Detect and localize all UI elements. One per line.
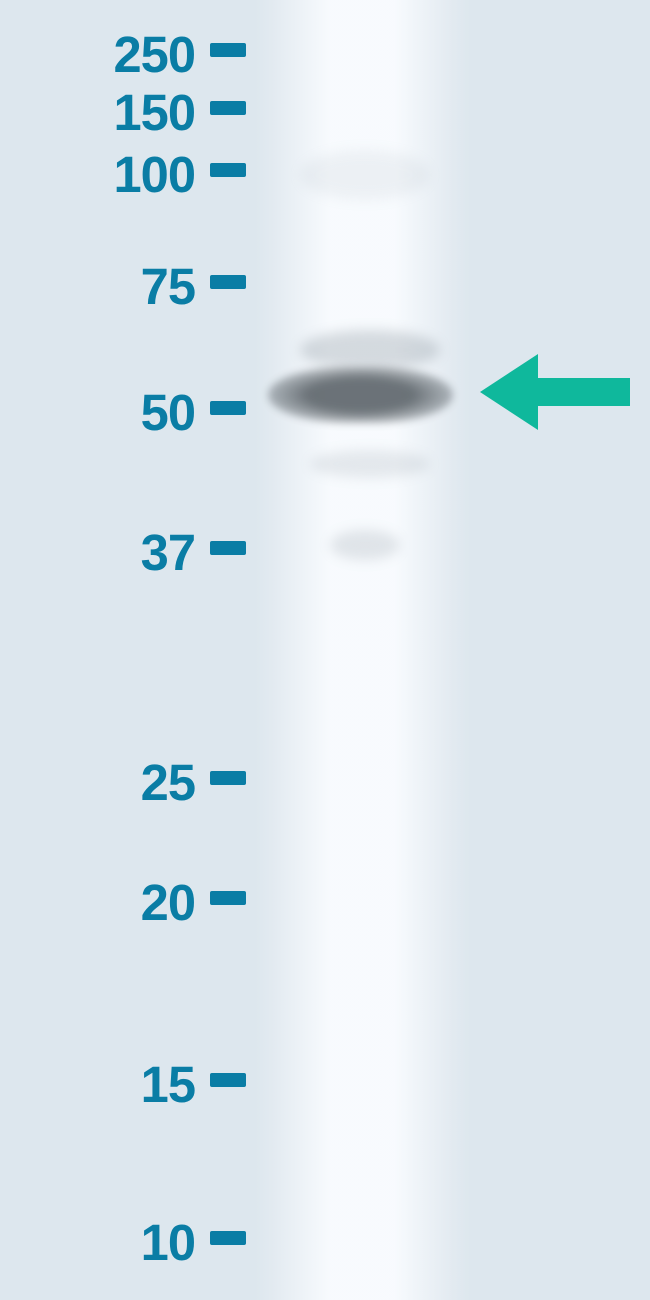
mw-marker-label: 20 [0, 873, 195, 932]
mw-marker-label: 10 [0, 1213, 195, 1272]
mw-marker-label: 150 [0, 83, 195, 142]
target-band-arrow [480, 354, 630, 430]
mw-marker-label: 250 [0, 25, 195, 84]
arrow-shaft [538, 378, 630, 406]
mw-marker-label: 15 [0, 1055, 195, 1114]
mw-marker-label: 75 [0, 257, 195, 316]
target-band [268, 367, 453, 423]
mw-marker-tick [210, 541, 246, 555]
mw-marker-label: 37 [0, 523, 195, 582]
mw-marker-label: 25 [0, 753, 195, 812]
mw-marker-tick [210, 1073, 246, 1087]
mw-marker-tick [210, 401, 246, 415]
mw-marker-tick [210, 771, 246, 785]
mw-marker-label: 100 [0, 145, 195, 204]
mw-marker-tick [210, 1231, 246, 1245]
smudge [310, 450, 430, 478]
mw-marker-tick [210, 891, 246, 905]
smudge [300, 150, 430, 200]
mw-marker-tick [210, 275, 246, 289]
smudge [300, 330, 440, 370]
smudge [330, 530, 400, 560]
arrow-head-icon [480, 354, 538, 430]
mw-marker-tick [210, 43, 246, 57]
mw-marker-tick [210, 101, 246, 115]
mw-marker-label: 50 [0, 383, 195, 442]
mw-marker-tick [210, 163, 246, 177]
western-blot-figure: 250150100 75 50 37 25 20 15 10 [0, 0, 650, 1300]
